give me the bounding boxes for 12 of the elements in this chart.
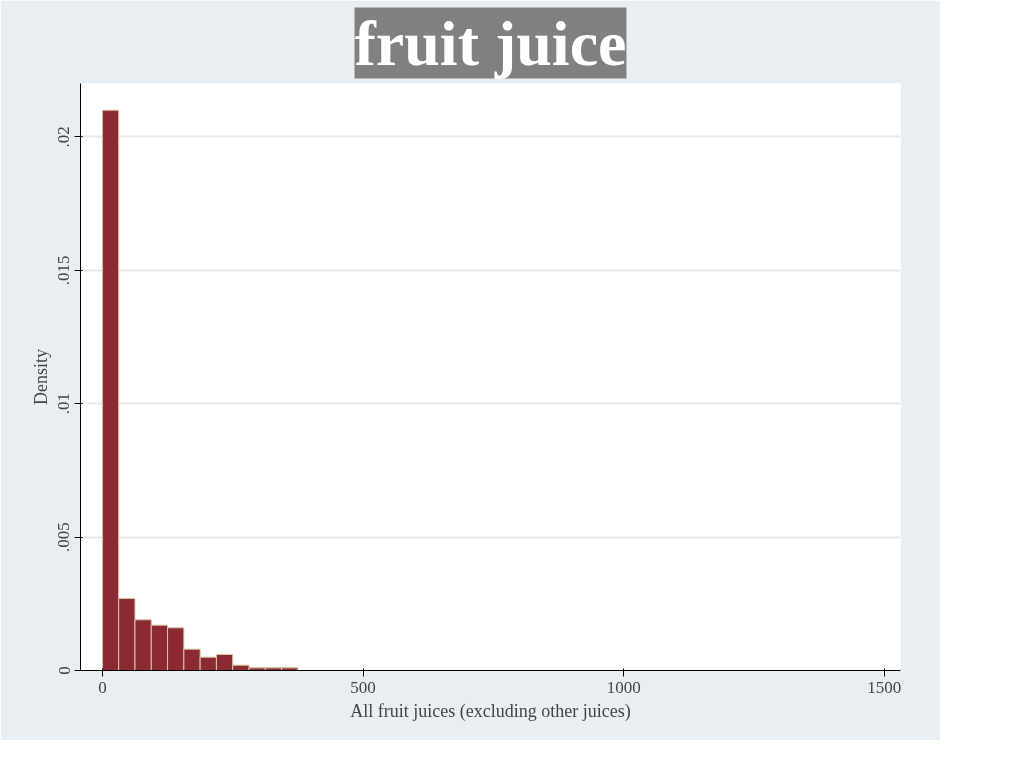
x-tick-label: 1000 bbox=[606, 677, 641, 697]
y-tick-label: .015 bbox=[54, 255, 74, 286]
x-tick-label: 1500 bbox=[867, 677, 902, 697]
y-axis-title: Density bbox=[30, 349, 51, 405]
x-tick-label: 0 bbox=[98, 677, 107, 697]
y-tick-label: .01 bbox=[54, 393, 74, 415]
y-tick-label: .02 bbox=[54, 126, 74, 148]
x-axis-title: All fruit juices (excluding other juices) bbox=[350, 700, 631, 722]
x-tick-label: 500 bbox=[350, 677, 376, 697]
y-tick-label: 0 bbox=[54, 666, 74, 675]
chart-title: fruit juice bbox=[354, 7, 627, 79]
y-tick-label: .005 bbox=[54, 522, 74, 552]
